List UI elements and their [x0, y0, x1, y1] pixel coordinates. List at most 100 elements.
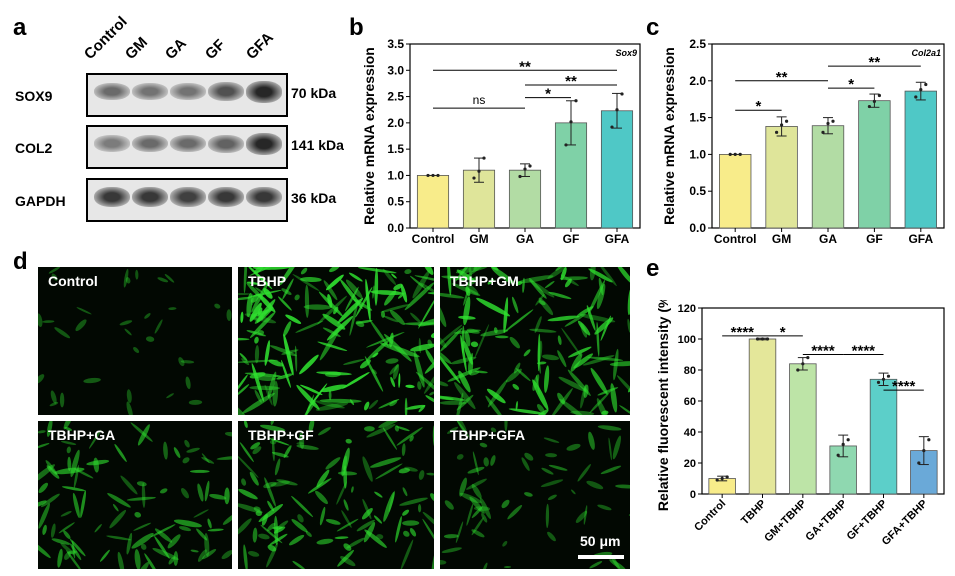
significance-label: **** [811, 343, 835, 360]
cell-layer [238, 267, 434, 415]
wb-blot [86, 178, 288, 222]
y-tick-label: 2.5 [387, 90, 404, 104]
x-tick-label: GA [819, 232, 837, 246]
panel-label-e: e [646, 255, 660, 282]
y-tick-label: 100 [678, 334, 696, 346]
y-tick-label: 0.0 [689, 221, 706, 235]
data-point [927, 438, 931, 442]
x-tick-label: GA [516, 232, 534, 246]
wb-row-label: COL2 [15, 140, 53, 156]
data-point [917, 461, 921, 465]
wb-band [94, 186, 130, 208]
y-tick-label: 1.0 [689, 147, 706, 161]
data-point [720, 476, 724, 481]
x-tick-label: TBHP [739, 498, 769, 528]
data-point [796, 368, 800, 372]
fluorescence-panel: TBHP+GF [238, 421, 434, 569]
cell-layer [38, 421, 232, 569]
fluorescence-panel: Control [38, 267, 232, 415]
significance-label: ** [519, 58, 531, 75]
wb-blot [86, 73, 288, 117]
data-point [760, 337, 765, 341]
y-tick-label: 0.5 [387, 195, 404, 209]
y-axis-label: Relative mRNA expression [361, 47, 377, 225]
data-point [523, 167, 527, 171]
y-tick-label: 1.5 [689, 111, 706, 125]
cell-layer [238, 421, 434, 569]
y-axis-label: Relative fluorescent intensity (%) [655, 300, 671, 511]
y-tick-label: 2.0 [689, 74, 706, 88]
bar [719, 154, 752, 229]
wb-band [132, 134, 168, 153]
y-tick-label: 120 [678, 303, 696, 315]
x-tick-label: GF [866, 232, 883, 246]
significance-label: * [755, 98, 761, 115]
wb-band [132, 83, 168, 100]
data-point [780, 123, 784, 127]
y-tick-label: 1.0 [387, 168, 404, 182]
bar [765, 126, 798, 229]
x-tick-label: GFA [908, 232, 933, 246]
fluorescence-panel-label: TBHP+GF [248, 427, 314, 443]
data-point [436, 173, 440, 178]
significance-label: **** [731, 324, 755, 341]
bar [811, 125, 845, 229]
data-point [610, 125, 614, 129]
y-tick-label: 0 [690, 489, 696, 501]
data-point [477, 169, 481, 173]
cell-layer [38, 267, 232, 415]
cell-layer [440, 267, 630, 415]
fluorescence-panel-label: TBHP [248, 273, 287, 289]
y-tick-label: 0.5 [689, 184, 706, 198]
data-point [836, 453, 840, 457]
y-tick-label: 2.5 [689, 37, 706, 51]
wb-band [132, 186, 168, 208]
wb-row-label: SOX9 [15, 88, 53, 104]
wb-band [246, 133, 282, 155]
data-point [755, 337, 760, 341]
data-point [564, 143, 568, 147]
y-tick-label: 2.0 [387, 116, 404, 130]
data-point [877, 93, 881, 98]
data-point [431, 173, 435, 178]
wb-band [94, 82, 130, 101]
bar [789, 363, 817, 495]
wb-band [208, 134, 244, 153]
data-point [801, 362, 805, 366]
wb-band [170, 83, 206, 100]
gene-label: Sox9 [615, 48, 637, 58]
significance-label: * [848, 76, 854, 93]
data-point [841, 442, 845, 446]
wb-column-label: GM [121, 33, 152, 63]
data-point [725, 475, 729, 479]
data-point [426, 173, 430, 178]
wb-kda-label: 70 kDa [291, 85, 337, 101]
y-tick-label: 3.5 [387, 37, 404, 51]
wb-band [170, 186, 206, 207]
gene-label: Col2a1 [911, 48, 941, 58]
wb-band [94, 135, 130, 152]
wb-kda-label: 141 kDa [291, 137, 344, 153]
chart-b-sox9: 0.0 0.5 1.0 1.5 2.0 2.5 3.0 3.5 Relative mRNA ex… [361, 37, 641, 246]
bar [508, 169, 542, 229]
data-point [846, 438, 850, 442]
x-tick-label: GM [469, 232, 488, 246]
wb-blot [86, 125, 288, 169]
fluorescence-panel-label: TBHP+GM [450, 273, 519, 289]
data-point [733, 152, 737, 156]
y-tick-label: 80 [684, 365, 696, 377]
data-point [574, 99, 578, 103]
data-point [872, 99, 876, 104]
y-tick-label: 0.0 [387, 221, 404, 235]
scale-bar-label: 50 μm [580, 533, 621, 549]
wb-band [208, 186, 244, 208]
data-point [876, 380, 881, 384]
wb-column-label: Control [80, 13, 131, 63]
data-point [919, 88, 923, 92]
scale-bar [578, 555, 624, 559]
wb-band [170, 134, 206, 153]
x-tick-label: GFA [605, 232, 630, 246]
data-point [881, 377, 886, 381]
bar [869, 378, 898, 495]
fluorescence-panel-label: TBHP+GFA [450, 427, 526, 443]
